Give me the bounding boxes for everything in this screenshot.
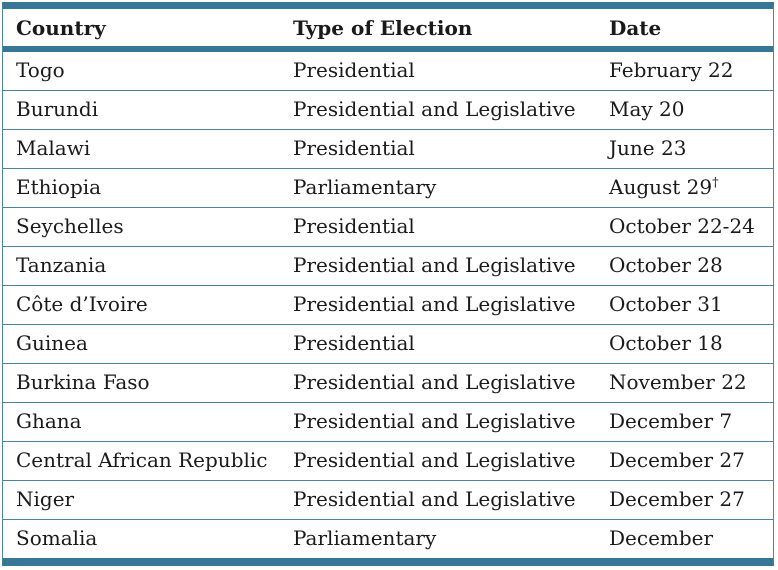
header-row: Country Type of Election Date [3, 9, 773, 52]
cell-date: August 29† [596, 168, 773, 208]
date-text: May 20 [609, 97, 685, 121]
cell-country: Ghana [3, 402, 280, 442]
cell-type: Presidential and Legislative [280, 363, 596, 403]
cell-type: Presidential [280, 49, 596, 91]
cell-country: Niger [3, 480, 280, 520]
cell-date: May 20 [596, 90, 773, 130]
cell-type: Presidential [280, 207, 596, 247]
table-body: Togo Presidential February 22 Burundi Pr… [3, 49, 773, 558]
cell-date: December 7 [596, 402, 773, 442]
date-text: December 27 [609, 487, 745, 511]
table-row: Burundi Presidential and Legislative May… [3, 90, 773, 130]
cell-country: Tanzania [3, 246, 280, 286]
date-text: February 22 [609, 58, 734, 82]
cell-date: December 27 [596, 480, 773, 520]
date-text: December 7 [609, 409, 733, 433]
cell-date: December 27 [596, 441, 773, 481]
cell-type: Presidential and Legislative [280, 246, 596, 286]
table-row: Ethiopia Parliamentary August 29† [3, 168, 773, 208]
cell-date: December [596, 520, 773, 559]
cell-country: Seychelles [3, 207, 280, 247]
cell-date: February 22 [596, 49, 773, 91]
header-date: Date [596, 9, 773, 52]
cell-country: Malawi [3, 129, 280, 169]
header-country: Country [3, 9, 280, 52]
table-row: Somalia Parliamentary December [3, 520, 773, 559]
table-row: Malawi Presidential June 23 [3, 129, 773, 169]
cell-type: Presidential and Legislative [280, 285, 596, 325]
date-text: October 18 [609, 331, 723, 355]
cell-type: Presidential and Legislative [280, 480, 596, 520]
cell-type: Presidential and Legislative [280, 90, 596, 130]
cell-country: Somalia [16, 526, 98, 550]
table-row: Togo Presidential February 22 [3, 49, 773, 91]
date-text: October 28 [609, 253, 723, 277]
cell-type: Presidential and Legislative [280, 441, 596, 481]
table-header: Country Type of Election Date [3, 9, 773, 52]
cell-country: Ethiopia [3, 168, 280, 208]
date-text: August 29 [609, 175, 713, 199]
cell-country: Côte d’Ivoire [3, 285, 280, 325]
table-row: Seychelles Presidential October 22-24 [3, 207, 773, 247]
cell-country: Central African Republic [3, 441, 280, 481]
table-row: Côte d’Ivoire Presidential and Legislati… [3, 285, 773, 325]
date-text: June 23 [609, 136, 687, 160]
date-footnote-dagger: † [712, 175, 719, 191]
cell-country: Togo [3, 49, 280, 91]
date-text: October 31 [609, 292, 723, 316]
cell-type: Presidential [280, 324, 596, 364]
cell-type: Parliamentary [293, 526, 437, 550]
table-row: Niger Presidential and Legislative Decem… [3, 480, 773, 520]
table-row: Central African Republic Presidential an… [3, 441, 773, 481]
table-row: Guinea Presidential October 18 [3, 324, 773, 364]
cell-date: October 18 [596, 324, 773, 364]
date-text: November 22 [609, 370, 747, 394]
cell-date: October 22-24 [596, 207, 773, 247]
table-row: Ghana Presidential and Legislative Decem… [3, 402, 773, 442]
date-text: December 27 [609, 448, 745, 472]
date-text: December [609, 526, 714, 550]
date-text: October 22-24 [609, 214, 755, 238]
cell-country: Burkina Faso [3, 363, 280, 403]
table-row: Burkina Faso Presidential and Legislativ… [3, 363, 773, 403]
cell-date: June 23 [596, 129, 773, 169]
table-row: Tanzania Presidential and Legislative Oc… [3, 246, 773, 286]
cell-type: Parliamentary [280, 168, 596, 208]
cell-type: Presidential [280, 129, 596, 169]
cell-country: Burundi [3, 90, 280, 130]
cell-date: November 22 [596, 363, 773, 403]
cell-type: Presidential and Legislative [280, 402, 596, 442]
header-type-of-election: Type of Election [280, 9, 596, 52]
cell-date: October 31 [596, 285, 773, 325]
elections-table: Country Type of Election Date Togo Presi… [3, 9, 773, 558]
cell-country: Guinea [3, 324, 280, 364]
cell-date: October 28 [596, 246, 773, 286]
